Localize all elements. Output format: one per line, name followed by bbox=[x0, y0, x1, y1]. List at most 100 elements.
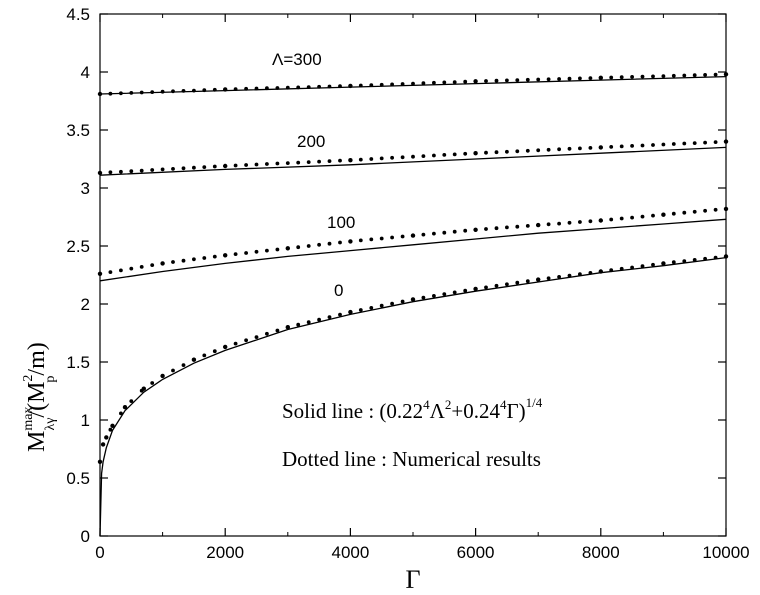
dot-marker bbox=[192, 357, 196, 362]
dot-marker bbox=[432, 294, 436, 298]
dot-marker bbox=[515, 78, 520, 82]
solid-note-sup1: 4 bbox=[423, 397, 430, 412]
dot-marker bbox=[598, 75, 603, 80]
dot-marker bbox=[379, 236, 384, 241]
dot-marker bbox=[671, 142, 676, 146]
solid-note-mid3: Γ) bbox=[507, 399, 526, 423]
dot-marker bbox=[129, 266, 134, 271]
dot-marker bbox=[661, 212, 666, 217]
dot-marker bbox=[390, 301, 394, 306]
dot-marker bbox=[306, 85, 311, 89]
dot-marker bbox=[567, 273, 572, 278]
dot-marker bbox=[254, 162, 259, 167]
dot-marker bbox=[296, 160, 301, 165]
dot-marker bbox=[640, 143, 645, 148]
dot-marker bbox=[442, 292, 447, 296]
x-tick-label: 10000 bbox=[702, 543, 749, 562]
dot-marker bbox=[400, 234, 405, 239]
solid-line-lambda-200 bbox=[99, 146, 727, 176]
dot-marker bbox=[578, 146, 582, 151]
y-axis-label: Mmax λγ/(M2 p/m) bbox=[21, 342, 58, 452]
dot-marker bbox=[536, 277, 541, 282]
dot-marker bbox=[588, 271, 593, 275]
dot-marker bbox=[463, 288, 468, 293]
dot-marker bbox=[223, 253, 228, 258]
dot-marker bbox=[546, 222, 551, 227]
dot-marker bbox=[275, 247, 280, 252]
dot-marker bbox=[296, 85, 301, 90]
ylabel-rest1: /(M bbox=[24, 382, 50, 418]
dot-marker bbox=[265, 162, 269, 166]
dot-marker bbox=[713, 207, 718, 212]
dot-marker bbox=[609, 268, 614, 273]
dot-marker bbox=[588, 146, 593, 150]
dot-marker bbox=[150, 263, 155, 267]
dot-marker bbox=[682, 210, 687, 215]
solid-line-lambda-100 bbox=[99, 218, 727, 282]
dot-marker bbox=[317, 159, 321, 164]
dot-marker bbox=[358, 308, 363, 312]
dot-marker bbox=[139, 90, 144, 95]
dot-marker bbox=[578, 272, 582, 277]
dot-marker bbox=[682, 259, 687, 263]
dot-marker bbox=[651, 213, 655, 218]
dot-marker bbox=[671, 260, 676, 265]
dot-marker bbox=[682, 141, 687, 146]
dot-marker bbox=[588, 76, 593, 80]
dot-marker bbox=[348, 158, 353, 163]
dot-marker bbox=[160, 261, 165, 266]
data-point bbox=[97, 459, 103, 464]
dotted-series-lambda-0 bbox=[97, 254, 729, 464]
ylabel-sup: max bbox=[21, 407, 36, 431]
label-lambda-0: 0 bbox=[334, 281, 343, 300]
dot-marker bbox=[369, 306, 374, 310]
dot-marker bbox=[275, 86, 280, 90]
dot-marker bbox=[515, 224, 520, 229]
dot-marker bbox=[630, 144, 634, 148]
dot-marker bbox=[108, 270, 113, 274]
dot-marker bbox=[578, 220, 582, 224]
solid-note-mid1: Λ bbox=[430, 399, 446, 423]
label-lambda-100: 100 bbox=[327, 213, 355, 232]
dot-marker bbox=[598, 145, 603, 150]
dot-marker bbox=[254, 249, 259, 254]
dot-marker bbox=[285, 161, 290, 166]
dot-marker bbox=[212, 164, 217, 169]
ylabel-sub: λγ bbox=[43, 418, 58, 431]
dot-marker bbox=[651, 74, 655, 79]
dot-marker bbox=[160, 89, 165, 94]
dot-marker bbox=[452, 152, 457, 157]
dot-marker bbox=[108, 170, 113, 175]
dot-marker bbox=[317, 317, 321, 322]
dot-marker bbox=[411, 297, 415, 302]
dot-marker bbox=[338, 312, 342, 317]
y-tick-label: 4 bbox=[81, 63, 90, 82]
dot-marker bbox=[713, 72, 718, 77]
dot-marker bbox=[442, 80, 447, 85]
dot-marker bbox=[192, 165, 196, 170]
y-tick-label: 4.5 bbox=[66, 5, 90, 24]
data-point bbox=[122, 405, 128, 410]
dot-marker bbox=[567, 146, 572, 151]
x-tick-label: 2000 bbox=[206, 543, 244, 562]
dot-marker bbox=[536, 223, 541, 228]
dot-marker bbox=[160, 374, 165, 378]
dot-marker bbox=[108, 91, 113, 96]
dot-marker bbox=[181, 89, 186, 93]
dot-marker bbox=[494, 226, 499, 231]
dot-marker bbox=[619, 216, 624, 221]
dotted-line-note: Dotted line : Numerical results bbox=[282, 447, 541, 471]
dot-marker bbox=[421, 154, 426, 159]
dot-marker bbox=[202, 88, 207, 93]
dot-marker bbox=[119, 268, 123, 273]
dot-marker bbox=[233, 252, 238, 256]
dot-marker bbox=[400, 155, 405, 160]
dot-marker bbox=[473, 287, 478, 291]
solid-note-mid2: +0.24 bbox=[451, 399, 500, 423]
dot-marker bbox=[160, 167, 165, 172]
ylabel-sup2: 2 bbox=[21, 375, 36, 382]
dot-marker bbox=[390, 155, 394, 160]
dot-marker bbox=[515, 280, 520, 285]
dot-marker bbox=[473, 79, 478, 84]
dot-marker bbox=[463, 228, 468, 233]
